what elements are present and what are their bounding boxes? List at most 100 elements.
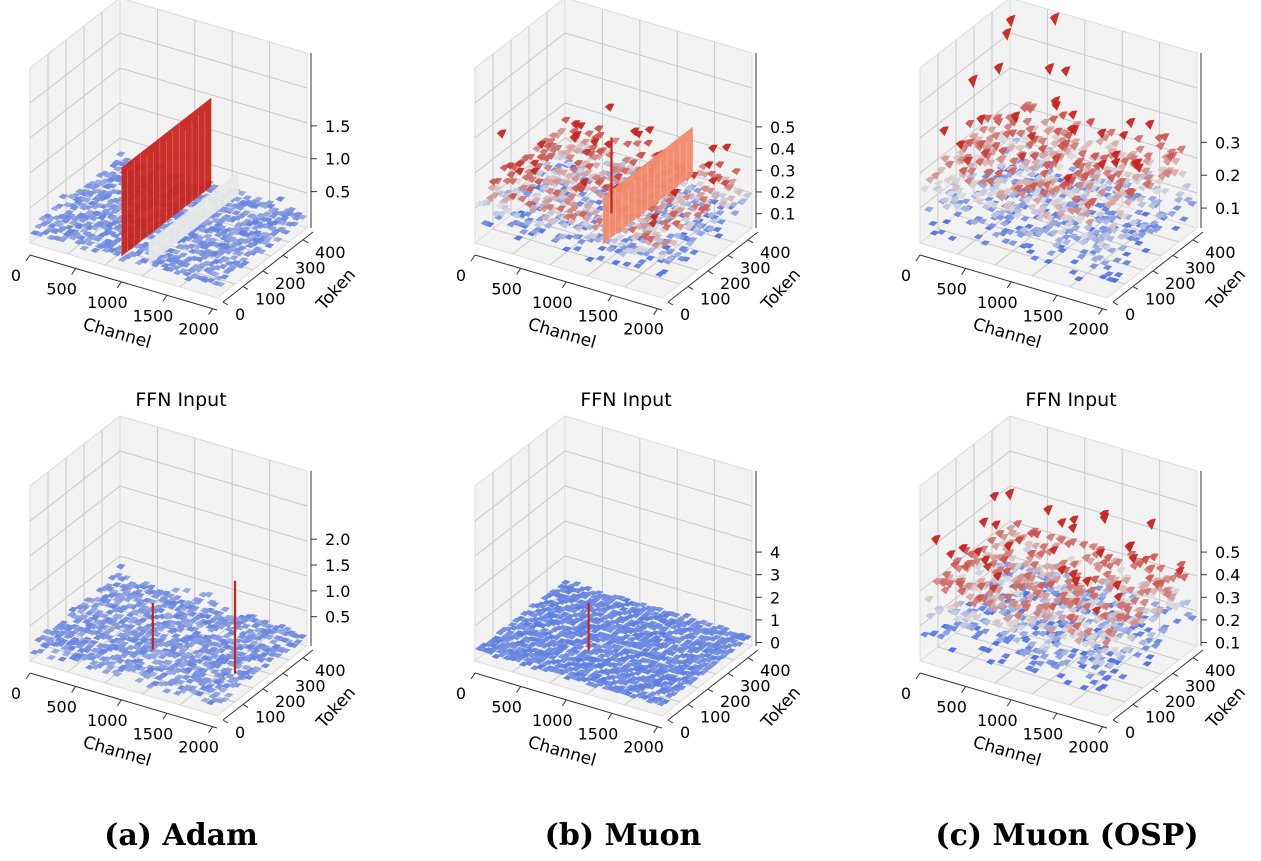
surface-cell bbox=[71, 216, 81, 222]
surface-cell bbox=[594, 678, 605, 684]
surface-cell bbox=[691, 648, 702, 654]
surface-cell bbox=[618, 606, 629, 612]
surface-cell bbox=[112, 198, 122, 205]
surface-cell bbox=[567, 193, 577, 201]
surface-cell bbox=[950, 609, 960, 617]
surface-cell bbox=[577, 621, 588, 627]
surface-cell bbox=[627, 686, 638, 692]
surface-cell bbox=[297, 633, 307, 640]
surface-cell bbox=[659, 610, 670, 616]
surface-cell bbox=[920, 631, 930, 638]
surface-cell bbox=[1082, 210, 1092, 218]
surface-cell bbox=[625, 628, 636, 635]
surface-cell bbox=[629, 127, 640, 137]
surface-cell bbox=[1069, 560, 1079, 569]
surface-cell bbox=[653, 689, 664, 695]
surface-cell bbox=[705, 226, 716, 233]
surface-cell bbox=[263, 236, 273, 242]
surface-cell bbox=[1072, 160, 1082, 169]
surface-cell bbox=[726, 195, 736, 202]
surface-cell bbox=[1054, 197, 1065, 205]
surface-cell bbox=[1073, 605, 1083, 611]
surface-cell bbox=[554, 592, 564, 599]
surface-cell bbox=[91, 648, 102, 654]
token-tick-label: 400 bbox=[1205, 661, 1236, 680]
surface-cell bbox=[1087, 168, 1097, 177]
surface-cell bbox=[1083, 188, 1093, 196]
surface-cell bbox=[510, 187, 521, 194]
surface-cell bbox=[129, 252, 139, 258]
surface-cell bbox=[602, 652, 613, 658]
surface-cell bbox=[95, 643, 106, 649]
surface-cell bbox=[989, 491, 1000, 502]
surface-cell bbox=[567, 671, 577, 677]
token-tick bbox=[687, 286, 694, 290]
surface-cell bbox=[1083, 628, 1094, 636]
channel-tick bbox=[116, 699, 122, 707]
token-tick-label: 300 bbox=[740, 258, 771, 277]
surface-cell bbox=[542, 195, 552, 202]
surface-cell bbox=[39, 221, 50, 227]
surface-cell bbox=[695, 181, 706, 188]
surface-cell bbox=[204, 220, 214, 226]
surface-cell bbox=[1142, 661, 1152, 667]
surface-cell bbox=[664, 676, 675, 682]
channel-tick-label: 1000 bbox=[87, 293, 128, 312]
surface-cell bbox=[548, 147, 559, 154]
surface-cell bbox=[667, 667, 677, 674]
surface-cell bbox=[110, 622, 121, 628]
channel-axis-line bbox=[474, 254, 663, 311]
surface-cell bbox=[529, 159, 540, 167]
grid-line bbox=[119, 485, 308, 542]
surface-cell bbox=[1142, 180, 1152, 189]
surface-cell bbox=[513, 235, 524, 241]
surface-cell bbox=[95, 212, 106, 218]
surface-cell bbox=[105, 222, 115, 229]
surface-cell bbox=[1007, 555, 1017, 563]
surface-cell bbox=[570, 612, 581, 618]
surface-cell bbox=[933, 180, 944, 188]
channel-tick-label: 500 bbox=[491, 697, 522, 716]
surface-cell bbox=[1071, 121, 1082, 129]
surface-cell bbox=[1071, 195, 1081, 204]
channel-tick-label: 500 bbox=[46, 697, 77, 716]
surface-cell bbox=[1036, 582, 1047, 590]
surface-cell bbox=[507, 622, 518, 628]
surface-cell bbox=[1170, 158, 1181, 166]
surface-cell bbox=[940, 586, 951, 595]
surface-cell bbox=[1117, 585, 1127, 593]
surface-cell bbox=[1012, 637, 1022, 644]
surface-cell bbox=[150, 659, 161, 665]
channel-axis-line bbox=[29, 254, 218, 311]
surface-cell bbox=[1150, 199, 1160, 206]
surface-cell bbox=[997, 194, 1007, 202]
token-tick-label: 100 bbox=[255, 707, 286, 726]
surface-cell bbox=[1059, 620, 1070, 627]
surface-cell bbox=[990, 595, 1000, 603]
surface-cell bbox=[519, 229, 529, 235]
surface-cell bbox=[977, 605, 987, 612]
surface bbox=[920, 488, 1197, 692]
surface-cell bbox=[166, 248, 176, 254]
surface-cell bbox=[231, 210, 242, 216]
surface-cell bbox=[95, 221, 106, 228]
surface-cell bbox=[1128, 553, 1139, 564]
surface-cell bbox=[232, 196, 243, 203]
grid-line bbox=[564, 32, 753, 89]
token-tick-label: 200 bbox=[1165, 692, 1196, 711]
surface-cell bbox=[1092, 627, 1103, 633]
surface-cell bbox=[656, 254, 667, 261]
surface-cell bbox=[1080, 172, 1091, 181]
surface-cell bbox=[979, 617, 989, 624]
token-tick bbox=[727, 254, 734, 259]
surface-cell bbox=[605, 681, 616, 687]
surface-cell bbox=[1084, 618, 1095, 625]
surface-cell bbox=[965, 120, 975, 129]
surface-cell bbox=[1140, 211, 1151, 217]
surface-cell bbox=[1173, 197, 1184, 204]
surface-cell bbox=[255, 635, 265, 641]
surface-cell bbox=[601, 184, 611, 192]
surface-cell bbox=[128, 652, 139, 659]
surface-cell bbox=[268, 648, 279, 654]
token-axis-line bbox=[222, 231, 314, 303]
